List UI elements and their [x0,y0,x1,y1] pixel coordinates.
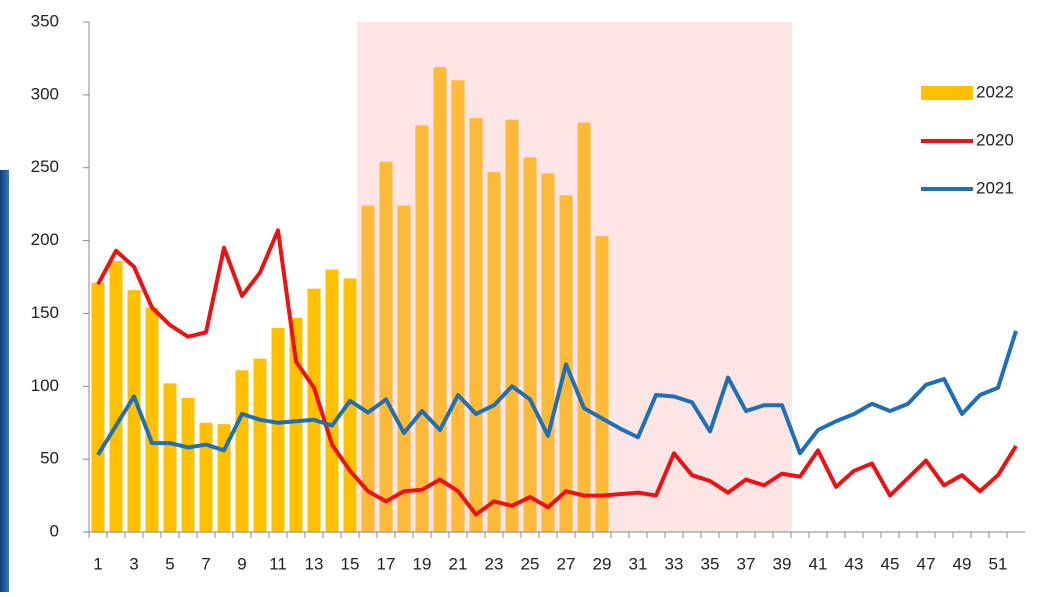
x-tick-label: 27 [557,554,576,573]
edge-decoration [0,170,9,592]
bar [181,397,195,532]
legend-label: 2022 [976,82,1014,101]
x-tick-label: 29 [593,554,612,573]
bar [145,307,159,532]
x-tick-label: 35 [701,554,720,573]
x-tick-label: 33 [665,554,684,573]
bar [325,269,339,532]
bar [91,282,105,532]
y-tick-label: 350 [31,11,59,30]
x-tick-label: 1 [93,554,102,573]
bar [109,260,123,532]
bar [523,157,537,532]
legend-label: 2020 [976,130,1014,149]
x-tick-label: 15 [341,554,360,573]
x-tick-label: 47 [917,554,936,573]
y-tick-label: 100 [31,376,59,395]
x-tick-label: 39 [773,554,792,573]
bar [397,205,411,532]
highlight-band [357,22,792,532]
bar [505,119,519,532]
x-tick-label: 11 [269,554,287,573]
x-tick-label: 13 [305,554,324,573]
bar [289,317,303,532]
bar [361,205,375,532]
x-tick-label: 45 [881,554,900,573]
bar [433,67,447,533]
bar [541,173,555,533]
x-tick-label: 19 [413,554,432,573]
x-tick-label: 23 [485,554,504,573]
bar [415,125,429,532]
x-tick-label: 17 [377,554,396,573]
bar [127,290,141,532]
x-tick-label: 31 [629,554,648,573]
legend-label: 2021 [976,178,1014,197]
x-tick-label: 3 [129,554,138,573]
legend-swatch [921,86,973,100]
bar [253,358,267,532]
y-tick-label: 200 [31,230,59,249]
bar [487,172,501,533]
y-tick-label: 150 [31,303,59,322]
bar [163,383,177,532]
x-tick-label: 51 [989,554,1008,573]
x-tick-label: 9 [237,554,246,573]
bar [577,122,591,533]
y-tick-label: 0 [50,521,59,540]
bar [307,288,321,532]
bar [235,370,249,532]
bar [379,161,393,532]
bar [469,118,483,533]
x-tick-label: 41 [809,554,828,573]
bar [199,422,213,532]
y-tick-label: 50 [40,449,59,468]
y-tick-label: 300 [31,84,59,103]
x-tick-label: 49 [953,554,972,573]
bar [451,80,465,533]
line-series [96,330,1018,456]
x-tick-label: 25 [521,554,540,573]
x-tick-label: 5 [165,554,174,573]
x-tick-label: 37 [737,554,756,573]
x-tick-label: 43 [845,554,864,573]
x-tick-label: 21 [449,554,468,573]
x-tick-label: 7 [201,554,210,573]
bar [595,236,609,532]
y-tick-label: 250 [31,157,59,176]
bar [271,328,285,532]
line-layer [96,228,1018,517]
line-series [96,228,1018,517]
